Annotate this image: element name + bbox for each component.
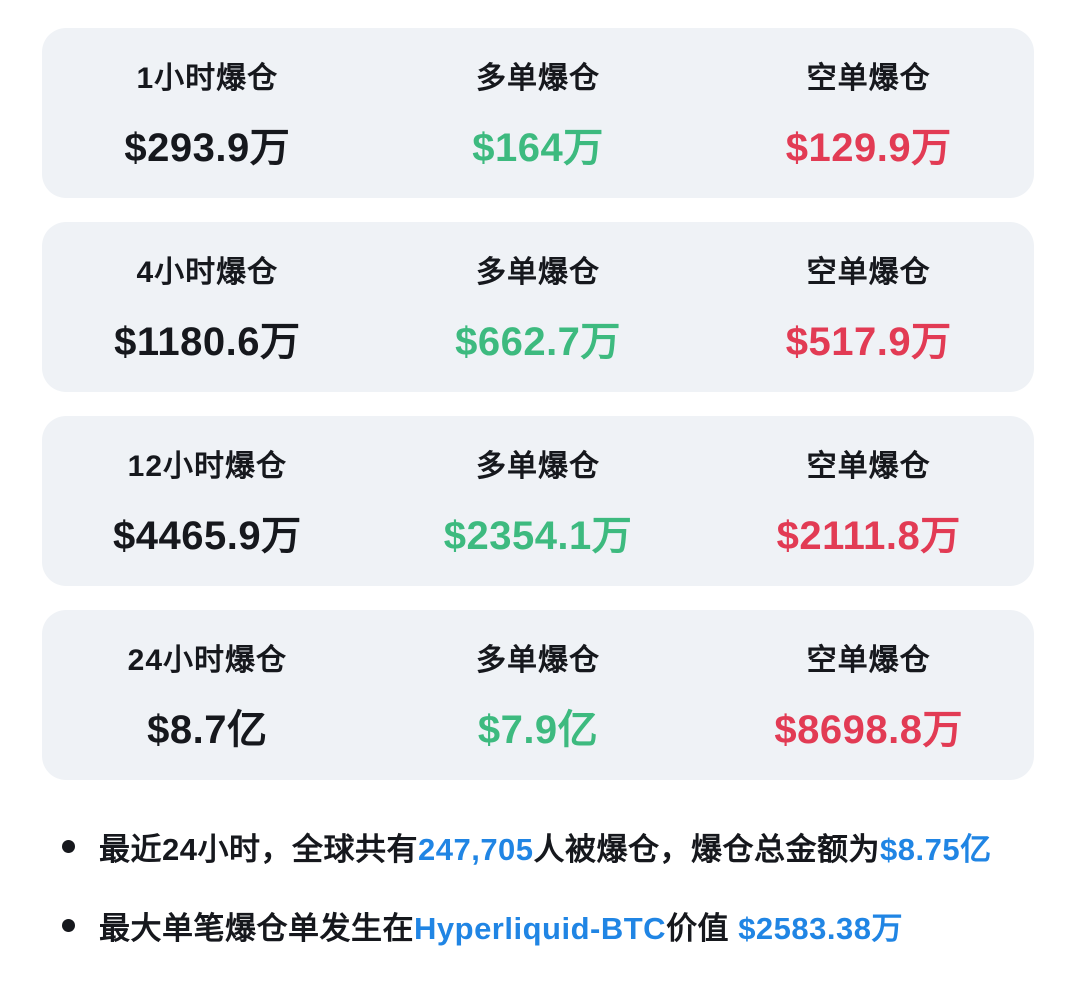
long-label: 多单爆仓	[476, 62, 600, 95]
long-label: 多单爆仓	[476, 256, 600, 289]
note-segment: 价值	[666, 911, 739, 946]
note-segment: 最大单笔爆仓单发生在	[99, 911, 414, 946]
long-label: 多单爆仓	[476, 450, 600, 483]
long-column: 多单爆仓 $7.9亿	[373, 635, 704, 755]
card-4h-liquidation: 4小时爆仓 $1180.6万 多单爆仓 $662.7万 空单爆仓 $517.9万	[42, 222, 1034, 392]
period-label: 24小时爆仓	[127, 644, 288, 677]
total-column: 4小时爆仓 $1180.6万	[42, 247, 373, 367]
card-12h-liquidation: 12小时爆仓 $4465.9万 多单爆仓 $2354.1万 空单爆仓 $2111…	[42, 416, 1034, 586]
liquidated-people-count: 247,705	[417, 832, 534, 867]
card-24h-liquidation: 24小时爆仓 $8.7亿 多单爆仓 $7.9亿 空单爆仓 $8698.8万	[42, 610, 1034, 780]
bullet-icon	[62, 840, 75, 853]
liquidation-cards: 1小时爆仓 $293.9万 多单爆仓 $164万 空单爆仓 $129.9万 4小…	[42, 28, 1034, 780]
long-label: 多单爆仓	[476, 644, 600, 677]
note-largest-liquidation: 最大单笔爆仓单发生在Hyperliquid-BTC价值 $2583.38万	[62, 903, 1052, 948]
short-column: 空单爆仓 $8698.8万	[703, 635, 1034, 755]
short-label: 空单爆仓	[806, 644, 931, 677]
long-liquidation-value: $164万	[472, 126, 604, 170]
note-segment: 人被爆仓，爆仓总金额为	[533, 832, 881, 867]
card-1h-liquidation: 1小时爆仓 $293.9万 多单爆仓 $164万 空单爆仓 $129.9万	[42, 28, 1034, 198]
note-24h-summary: 最近24小时，全球共有247,705人被爆仓，爆仓总金额为$8.75亿	[62, 824, 1052, 869]
short-label: 空单爆仓	[806, 256, 931, 289]
total-liquidation-amount: $8.75亿	[880, 832, 992, 867]
short-liquidation-value: $129.9万	[785, 126, 952, 170]
long-column: 多单爆仓 $164万	[373, 53, 704, 173]
note-text: 最近24小时，全球共有247,705人被爆仓，爆仓总金额为$8.75亿	[99, 824, 992, 869]
short-column: 空单爆仓 $129.9万	[703, 53, 1034, 173]
period-label: 12小时爆仓	[127, 450, 288, 483]
period-label: 1小时爆仓	[136, 62, 279, 95]
short-column: 空单爆仓 $517.9万	[703, 247, 1034, 367]
total-column: 24小时爆仓 $8.7亿	[42, 635, 373, 755]
note-segment: 最近24小时，全球共有	[99, 832, 418, 867]
short-label: 空单爆仓	[806, 450, 931, 483]
long-liquidation-value: $662.7万	[455, 320, 621, 364]
note-text: 最大单笔爆仓单发生在Hyperliquid-BTC价值 $2583.38万	[99, 903, 903, 948]
total-column: 1小时爆仓 $293.9万	[42, 53, 373, 173]
total-liquidation-value: $293.9万	[124, 126, 291, 170]
total-liquidation-value: $1180.6万	[114, 320, 301, 364]
largest-liquidation-amount: $2583.38万	[738, 911, 903, 946]
short-liquidation-value: $2111.8万	[776, 514, 961, 558]
short-liquidation-value: $8698.8万	[774, 708, 963, 752]
long-liquidation-value: $2354.1万	[443, 514, 633, 558]
short-label: 空单爆仓	[806, 62, 931, 95]
total-liquidation-value: $8.7亿	[147, 708, 268, 752]
largest-liquidation-pair: Hyperliquid-BTC	[414, 911, 667, 946]
long-liquidation-value: $7.9亿	[477, 708, 599, 752]
period-label: 4小时爆仓	[136, 256, 279, 289]
long-column: 多单爆仓 $662.7万	[373, 247, 704, 367]
short-liquidation-value: $517.9万	[785, 320, 952, 364]
long-column: 多单爆仓 $2354.1万	[373, 441, 704, 561]
bullet-icon	[62, 919, 75, 932]
total-column: 12小时爆仓 $4465.9万	[42, 441, 373, 561]
total-liquidation-value: $4465.9万	[113, 514, 302, 558]
short-column: 空单爆仓 $2111.8万	[703, 441, 1034, 561]
summary-notes: 最近24小时，全球共有247,705人被爆仓，爆仓总金额为$8.75亿 最大单笔…	[62, 824, 1052, 982]
